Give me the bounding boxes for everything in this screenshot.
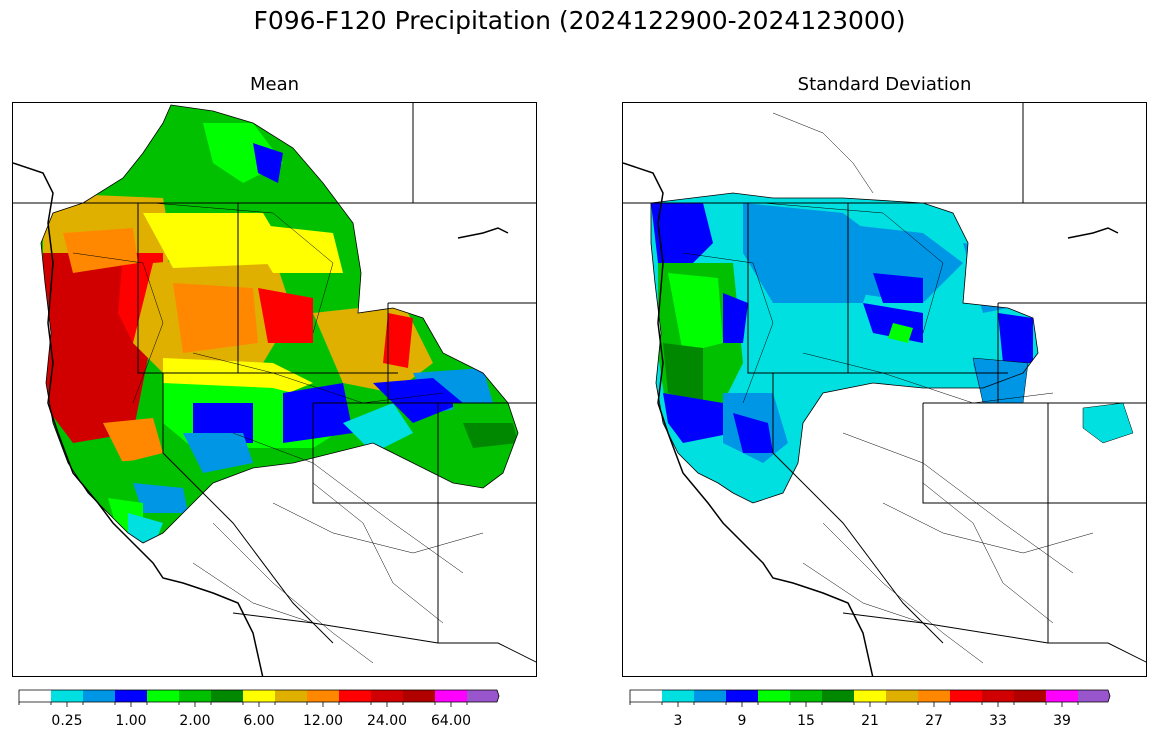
stddev-colorbar-outline [629, 689, 1111, 703]
stddev-colorbar-swatch [822, 690, 854, 702]
mean-colorbar: 0.25 1.00 2.00 6.00 12.00 24.00 64.00 [18, 689, 531, 739]
stddev-colorbar-swatch [790, 690, 822, 702]
stddev-colorbar-swatch [982, 690, 1014, 702]
stddev-colorbar-tick-label: 3 [674, 713, 683, 729]
stddev-colorbar-swatch [694, 690, 726, 702]
stddev-colorbar-tick-label: 33 [989, 713, 1007, 729]
mean-colorbar-swatch [147, 690, 179, 702]
stddev-colorbar-swatch [630, 690, 662, 702]
stddev-colorbar-swatch [918, 690, 950, 702]
stddev-colorbar-tick-label: 39 [1053, 713, 1071, 729]
mean-colorbar-swatch [19, 690, 51, 702]
stddev-map[interactable] [622, 102, 1147, 677]
mean-colorbar-swatch [83, 690, 115, 702]
mean-colorbar-swatch [275, 690, 307, 702]
mean-colorbar-swatch [211, 690, 243, 702]
mean-colorbar-tick-label: 64.00 [431, 713, 471, 729]
mean-colorbar-tick-label: 2.00 [179, 713, 210, 729]
stddev-colorbar-tick-label: 27 [925, 713, 943, 729]
mean-colorbar-outline [18, 689, 500, 703]
stddev-colorbar-swatch [886, 690, 918, 702]
stddev-colorbar-swatch [1014, 690, 1046, 702]
stddev-field [651, 193, 1038, 503]
stddev-colorbar-swatch [1078, 690, 1110, 702]
mean-colorbar-swatch [115, 690, 147, 702]
mean-colorbar-swatch [435, 690, 467, 702]
mean-precip-field [41, 105, 518, 543]
mean-colorbar-tick-label: 24.00 [367, 713, 407, 729]
mean-colorbar-tick-label: 0.25 [51, 713, 82, 729]
stddev-colorbar-tick-label: 9 [738, 713, 747, 729]
mean-map[interactable] [12, 102, 537, 677]
stddev-colorbar: 3 9 15 21 27 33 39 [629, 689, 1142, 739]
mean-colorbar-swatch [403, 690, 435, 702]
stddev-colorbar-swatch [854, 690, 886, 702]
stddev-colorbar-swatch [758, 690, 790, 702]
mean-panel-title: Mean [249, 74, 300, 95]
mean-colorbar-tick-label: 12.00 [303, 713, 343, 729]
stddev-panel-title: Standard Deviation [797, 74, 972, 95]
stddev-colorbar-swatch [662, 690, 694, 702]
stddev-colorbar-svg: 3 9 15 21 27 33 39 [629, 689, 1111, 729]
mean-colorbar-swatch [339, 690, 371, 702]
figure-title: F096-F120 Precipitation (2024122900-2024… [253, 6, 906, 35]
mean-colorbar-swatch [179, 690, 211, 702]
mean-colorbar-tick-label: 1.00 [115, 713, 146, 729]
mean-colorbar-swatch [51, 690, 83, 702]
stddev-map-svg [623, 103, 1146, 676]
mean-colorbar-tick-label: 6.00 [243, 713, 274, 729]
stddev-colorbar-swatch [726, 690, 758, 702]
stddev-colorbar-swatch [950, 690, 982, 702]
mean-colorbar-svg: 0.25 1.00 2.00 6.00 12.00 24.00 64.00 [18, 689, 500, 729]
mean-colorbar-swatch [307, 690, 339, 702]
stddev-colorbar-tick-label: 21 [861, 713, 879, 729]
stddev-colorbar-tick-label: 15 [797, 713, 815, 729]
mean-map-svg [13, 103, 536, 676]
mean-colorbar-swatch [243, 690, 275, 702]
mean-colorbar-swatch [467, 690, 499, 702]
stddev-colorbar-swatch [1046, 690, 1078, 702]
mean-colorbar-swatch [371, 690, 403, 702]
